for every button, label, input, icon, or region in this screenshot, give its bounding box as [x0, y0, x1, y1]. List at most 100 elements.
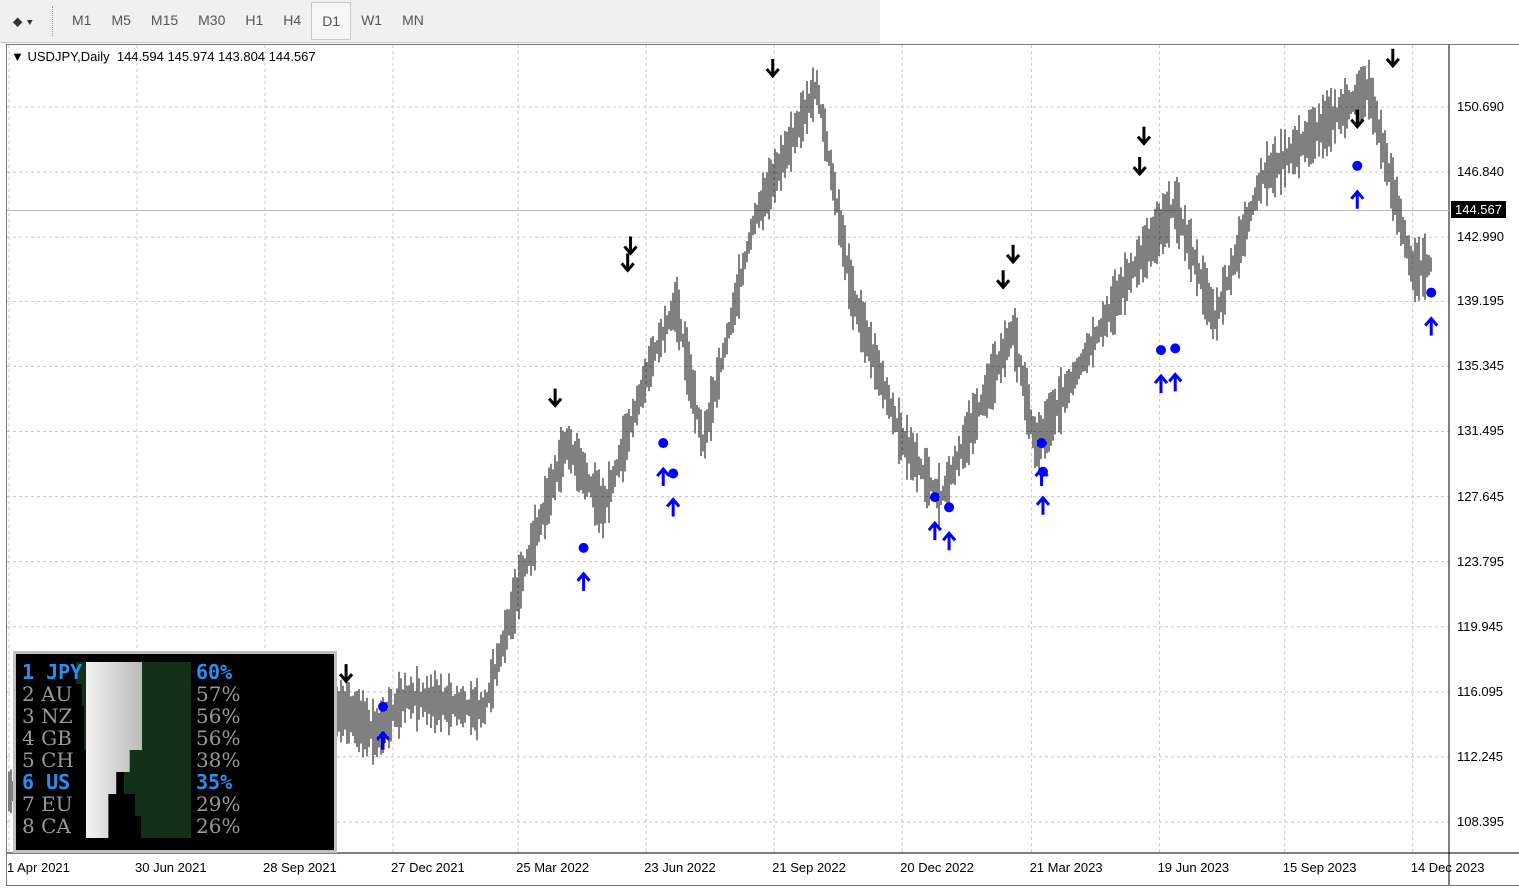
sell-arrow-icon — [623, 236, 638, 256]
currency-code: JPY — [46, 660, 83, 684]
currency-code: CH — [41, 748, 74, 772]
y-tick-label: 146.840 — [1457, 164, 1504, 180]
buy-arrow-icon — [1168, 372, 1183, 392]
strength-bar — [141, 816, 191, 838]
strength-percent: 56% — [196, 726, 241, 750]
sell-arrow-icon — [547, 388, 563, 408]
buy-marker-icon — [378, 701, 389, 712]
buy-arrow-icon — [666, 497, 681, 517]
drawing-tools-icon[interactable]: ⬥ ▾ — [12, 12, 34, 29]
timeframe-h1[interactable]: H1 — [245, 12, 264, 28]
buy-marker-icon — [1156, 345, 1166, 356]
currency-code: GB — [41, 726, 72, 750]
buy-arrow-icon — [1350, 189, 1365, 209]
sell-arrow-icon — [1005, 244, 1021, 265]
y-tick-label: 127.645 — [1457, 488, 1504, 504]
x-tick-label: 15 Sep 2023 — [1282, 860, 1357, 875]
strength-row: 3 NZ — [22, 706, 73, 727]
chart-header: ▼ USDJPY,Daily 144.594 145.974 143.804 1… — [11, 49, 316, 64]
y-tick-label: 150.690 — [1457, 99, 1504, 114]
buy-arrow-icon — [941, 530, 957, 551]
x-tick-label: 28 Sep 2021 — [263, 860, 337, 875]
sell-arrow-icon — [1385, 48, 1400, 69]
strength-percent: 60% — [196, 660, 233, 684]
buy-arrow-icon — [1035, 495, 1051, 515]
buy-marker-icon — [1352, 160, 1363, 171]
timeframe-m5[interactable]: M5 — [111, 12, 131, 28]
chart-window[interactable]: ▼ USDJPY,Daily 144.594 145.974 143.804 1… — [6, 44, 1519, 886]
current-price-tag: 144.567 — [1451, 201, 1506, 218]
timeframe-toolbar: ⬥ ▾ M1 M5 M15 M30 H1 H4 D1 W1 MN — [0, 0, 880, 43]
buy-marker-icon — [578, 542, 589, 553]
collapse-triangle-icon[interactable]: ▼ — [11, 49, 24, 64]
y-tick-label: 135.345 — [1457, 358, 1504, 374]
buy-arrow-icon — [576, 571, 591, 591]
x-tick-label: 21 Mar 2023 — [1029, 860, 1103, 875]
currency-code: CA — [41, 814, 71, 838]
strength-percent: 57% — [196, 682, 241, 706]
strength-bar — [118, 750, 191, 772]
y-tick-label: 123.795 — [1457, 553, 1504, 569]
timeframe-m30[interactable]: M30 — [198, 12, 226, 28]
currency-code: EU — [41, 792, 73, 816]
timeframe-m15[interactable]: M15 — [150, 12, 179, 28]
timeframe-buttons: M1 M5 M15 M30 H1 H4 D1 W1 MN — [62, 2, 434, 40]
strength-percent: 26% — [196, 814, 241, 838]
buy-marker-icon — [1037, 466, 1048, 477]
buy-marker-icon — [1170, 343, 1181, 354]
buy-arrow-icon — [927, 520, 943, 541]
sell-arrow-icon — [1136, 126, 1152, 146]
strength-row: 2 AU — [22, 684, 72, 705]
rank: 7 — [22, 792, 35, 816]
strength-percent: 35% — [196, 770, 233, 794]
sell-arrow-icon — [1350, 109, 1365, 129]
sell-arrow-icon — [765, 58, 780, 79]
strength-row: 7 EU — [22, 794, 73, 815]
x-tick-label: 30 Jun 2021 — [135, 860, 207, 875]
currency-code: NZ — [41, 704, 73, 728]
currency-code: US — [46, 770, 71, 794]
y-tick-label: 131.495 — [1457, 423, 1504, 439]
y-tick-label: 142.990 — [1457, 229, 1504, 245]
y-tick-label: 108.395 — [1457, 813, 1504, 829]
x-tick-label: 25 Mar 2022 — [516, 860, 590, 875]
currency-code: AU — [41, 682, 73, 706]
strength-row: 1 JPY — [22, 662, 82, 683]
timeframe-m1[interactable]: M1 — [72, 12, 92, 28]
strength-row: 5 CH — [22, 750, 74, 771]
rank: 4 — [22, 726, 35, 750]
toolbar-separator — [52, 6, 56, 36]
timeframe-w1[interactable]: W1 — [361, 12, 383, 28]
symbol-ohlc: USDJPY,Daily 144.594 145.974 143.804 144… — [27, 49, 316, 64]
strength-percent: 29% — [196, 792, 241, 816]
y-tick-label: 116.095 — [1457, 683, 1504, 699]
strength-bar — [124, 772, 191, 794]
sell-arrow-icon — [1132, 156, 1147, 177]
rank: 2 — [22, 682, 35, 706]
buy-arrow-icon — [375, 730, 391, 750]
rank: 5 — [22, 748, 35, 772]
x-tick-label: 20 Dec 2022 — [900, 860, 974, 875]
buy-marker-icon — [1036, 438, 1047, 449]
timeframe-mn[interactable]: MN — [402, 12, 424, 28]
strength-percent: 38% — [196, 748, 241, 772]
x-tick-label: 21 Sep 2022 — [772, 860, 846, 875]
strength-row: 4 GB — [22, 728, 72, 749]
strength-row: 6 US — [22, 772, 70, 793]
strength-bar — [135, 794, 191, 816]
rank: 8 — [22, 814, 35, 838]
y-tick-label: 139.195 — [1457, 293, 1504, 309]
buy-marker-icon — [658, 438, 669, 449]
strength-row: 8 CA — [22, 816, 71, 837]
buy-arrow-icon — [1424, 316, 1439, 336]
sell-arrow-icon — [620, 253, 635, 273]
rank: 6 — [22, 770, 35, 794]
x-tick-label: 1 Apr 2021 — [7, 860, 70, 875]
buy-marker-icon — [929, 492, 940, 503]
buy-marker-icon — [1426, 287, 1437, 298]
timeframe-h4[interactable]: H4 — [283, 12, 302, 28]
timeframe-d1[interactable]: D1 — [311, 2, 352, 40]
buy-marker-icon — [668, 468, 679, 479]
rank: 1 — [22, 660, 35, 684]
x-tick-label: 23 Jun 2022 — [644, 860, 716, 875]
